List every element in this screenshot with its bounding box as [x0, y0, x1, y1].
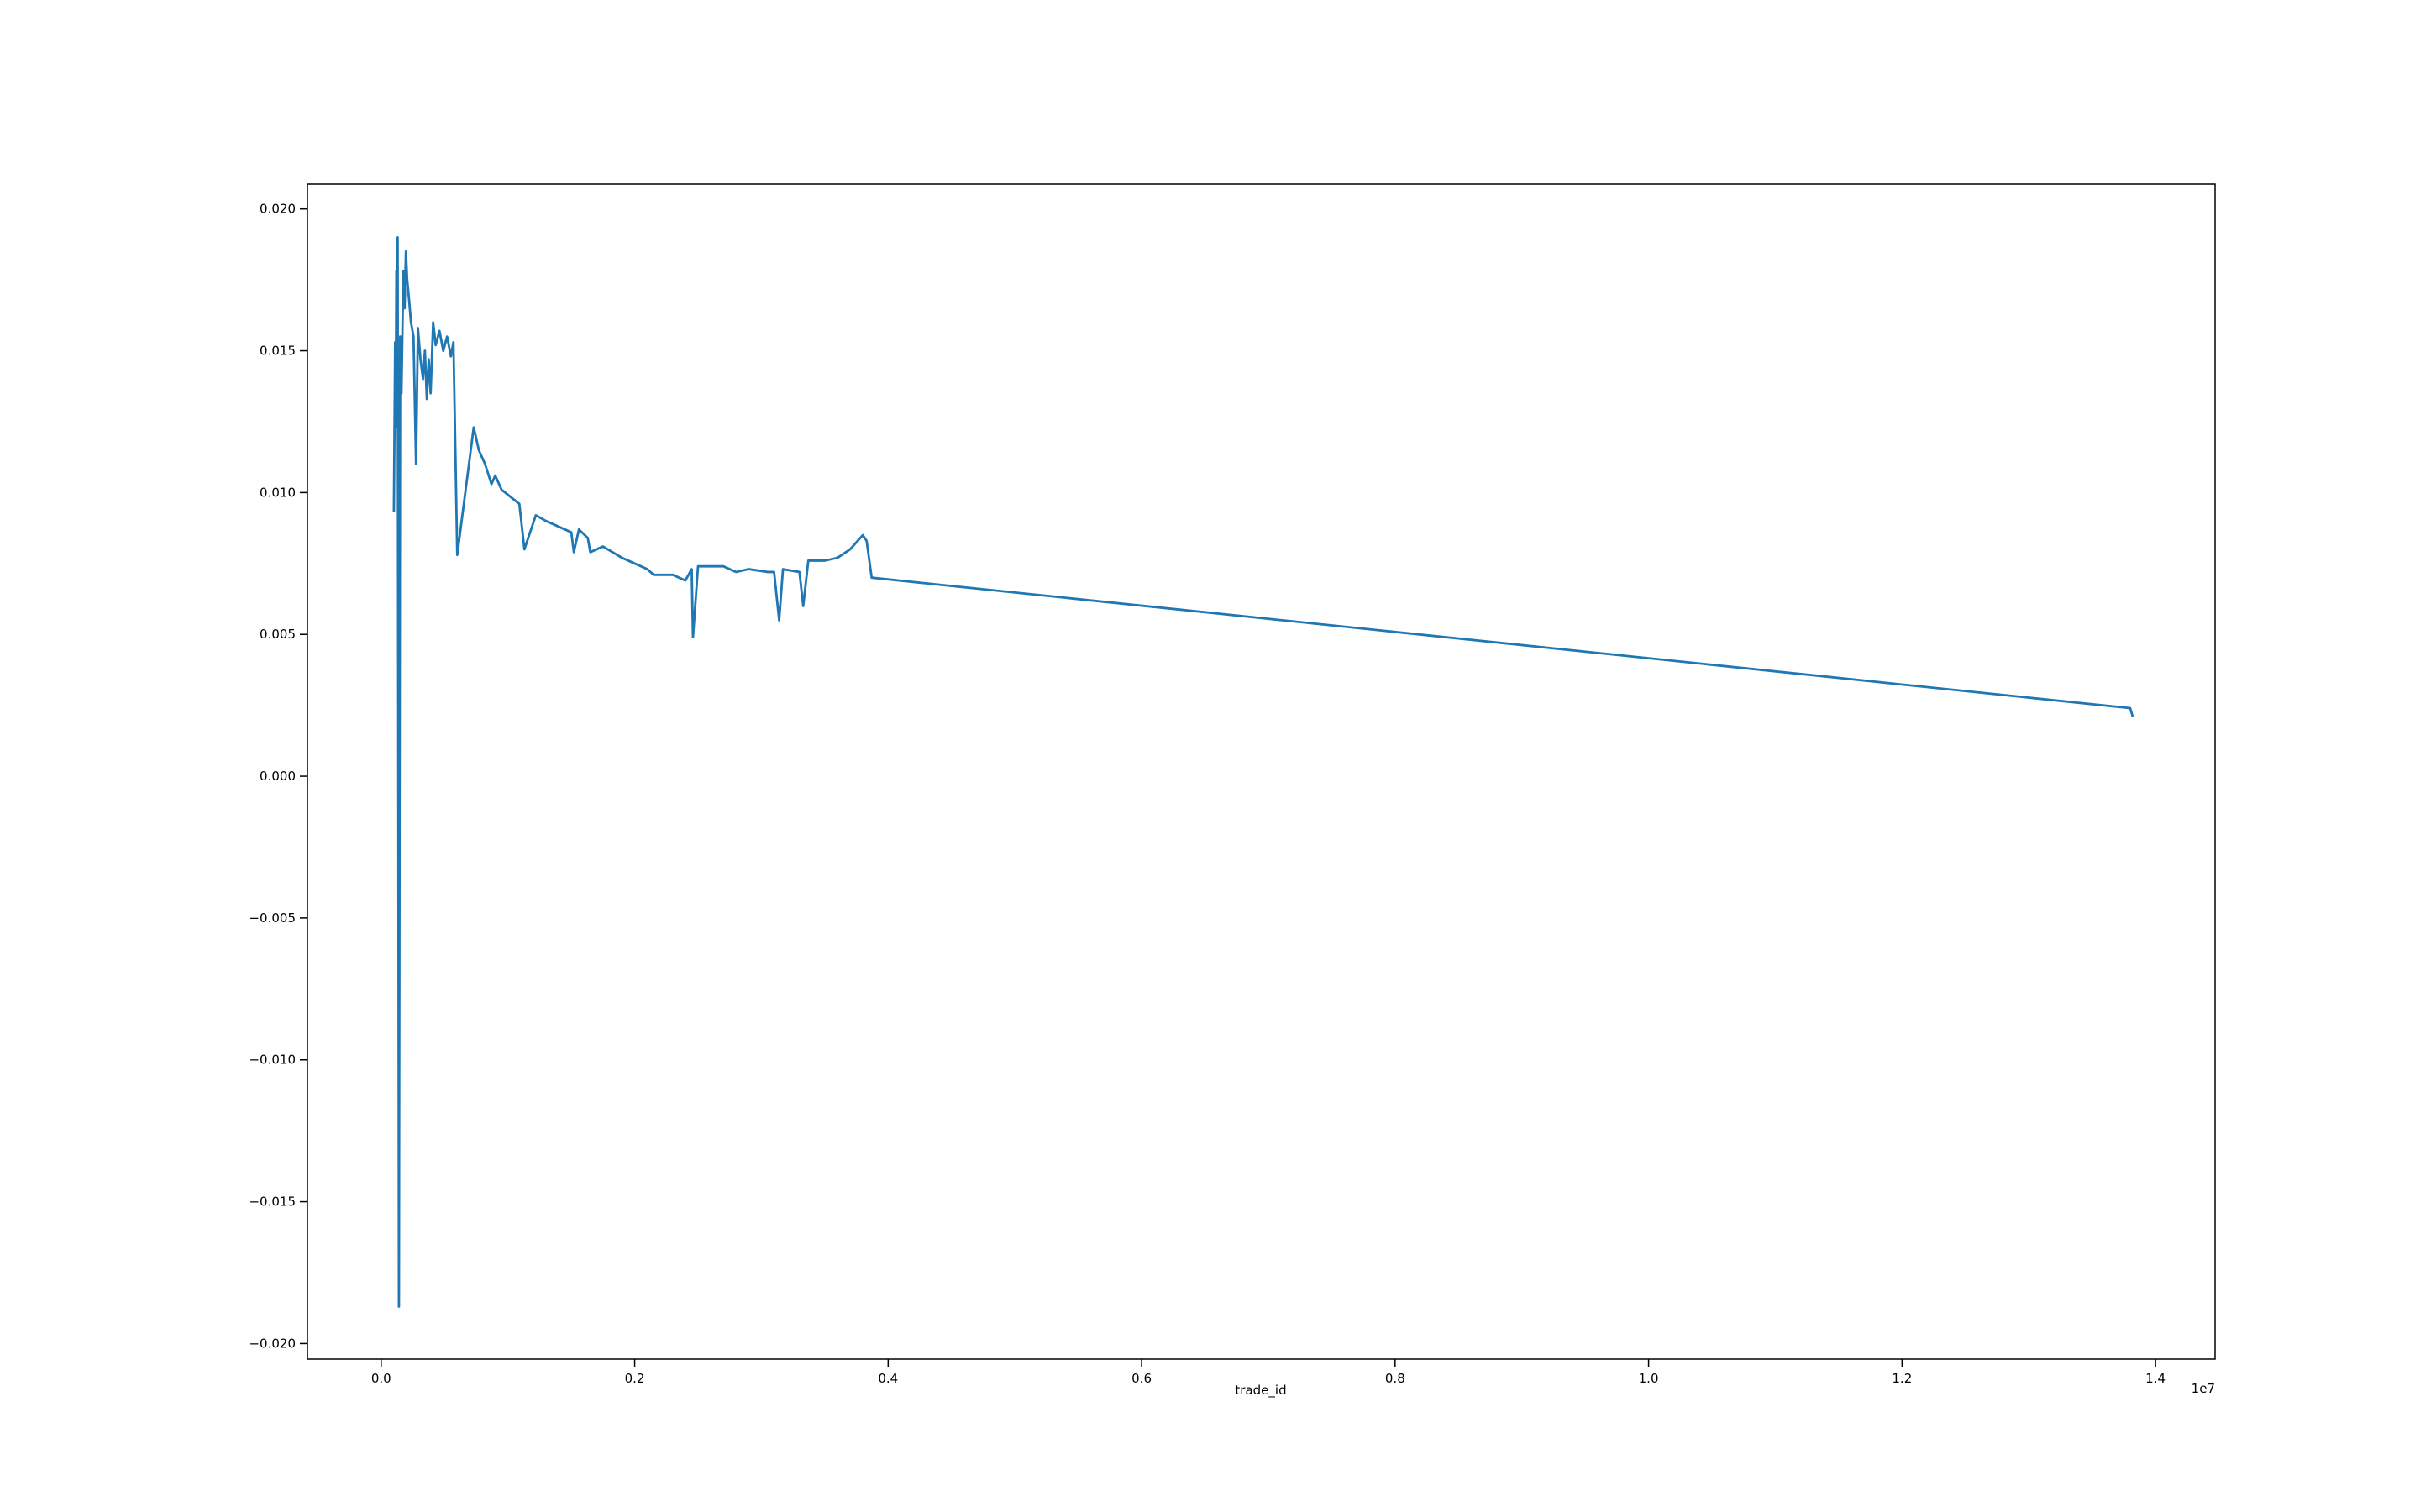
- x-tick-label: 0.4: [878, 1371, 898, 1386]
- x-tick-label: 1.2: [1892, 1371, 1912, 1386]
- y-tick-label: −0.005: [249, 911, 296, 926]
- x-tick-label: 1.0: [1639, 1371, 1659, 1386]
- y-tick-label: 0.015: [260, 344, 296, 359]
- x-tick-label: 0.6: [1131, 1371, 1152, 1386]
- x-tick-label: 0.8: [1385, 1371, 1405, 1386]
- y-tick-label: 0.020: [260, 202, 296, 217]
- plot-frame: [307, 183, 2216, 1360]
- y-tick-label: 0.000: [260, 769, 296, 784]
- y-tick-label: 0.005: [260, 627, 296, 642]
- y-tick-label: −0.020: [249, 1336, 296, 1351]
- x-tick-label: 0.2: [625, 1371, 645, 1386]
- x-offset-label: 1e7: [2192, 1381, 2215, 1396]
- x-tick-label: 0.0: [371, 1371, 391, 1386]
- data-line: [392, 236, 2134, 1308]
- y-tick-label: 0.010: [260, 485, 296, 500]
- y-tick-label: −0.015: [249, 1194, 296, 1210]
- x-axis-label: trade_id: [1235, 1383, 1286, 1399]
- y-tick-label: −0.010: [249, 1053, 296, 1068]
- x-tick-label: 1.4: [2145, 1371, 2166, 1386]
